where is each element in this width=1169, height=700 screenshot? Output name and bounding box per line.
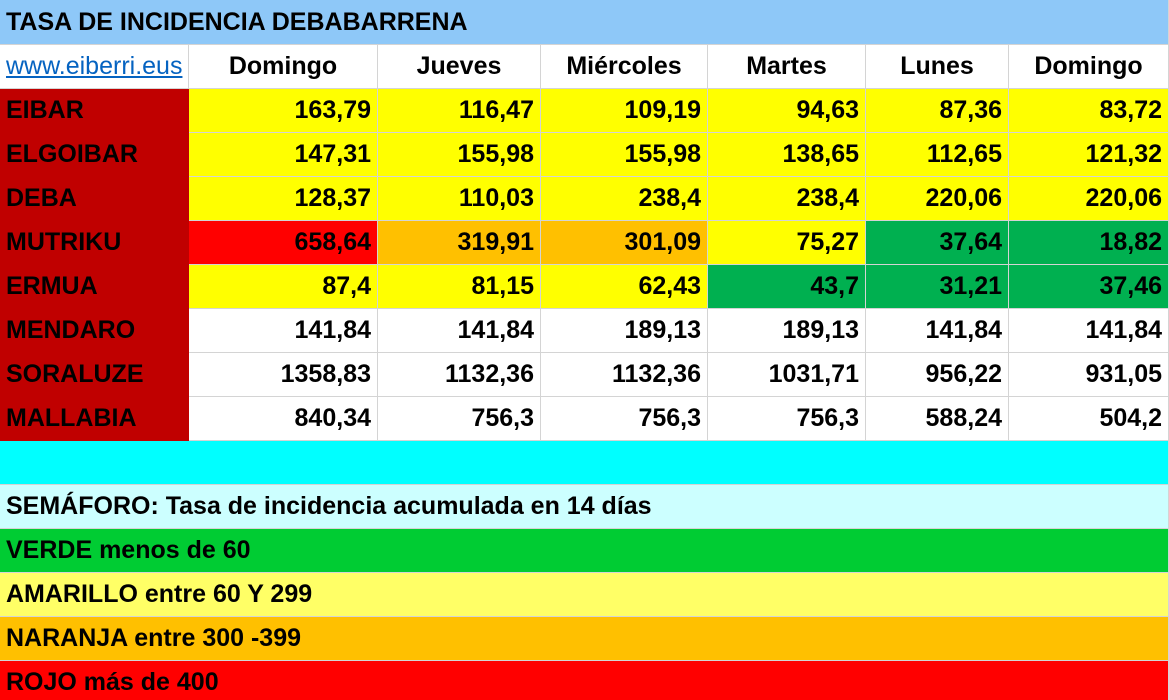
cell-value: 87,4 [189,265,378,309]
cell-value: 31,21 [866,265,1009,309]
cell-value: 155,98 [378,133,541,177]
cell-value: 756,3 [541,397,708,441]
cell-value: 141,84 [866,309,1009,353]
cell-value: 18,82 [1009,221,1169,265]
row-name: DEBA [0,177,189,221]
title: TASA DE INCIDENCIA DEBABARRENA [0,0,1169,45]
cell-value: 141,84 [378,309,541,353]
cell-value: 588,24 [866,397,1009,441]
cell-value: 163,79 [189,89,378,133]
column-header: Domingo [1009,45,1169,89]
cell-value: 220,06 [866,177,1009,221]
cell-value: 301,09 [541,221,708,265]
cell-value: 87,36 [866,89,1009,133]
row-name: SORALUZE [0,353,189,397]
legend-row: ROJO más de 400 [0,661,1169,700]
row-name: ELGOIBAR [0,133,189,177]
cell-value: 110,03 [378,177,541,221]
cell-value: 75,27 [708,221,866,265]
legend-row: NARANJA entre 300 -399 [0,617,1169,661]
cell-value: 931,05 [1009,353,1169,397]
cell-value: 238,4 [708,177,866,221]
cell-value: 112,65 [866,133,1009,177]
cell-value: 83,72 [1009,89,1169,133]
cell-value: 504,2 [1009,397,1169,441]
cell-value: 147,31 [189,133,378,177]
column-header: Miércoles [541,45,708,89]
cell-value: 956,22 [866,353,1009,397]
legend-row: AMARILLO entre 60 Y 299 [0,573,1169,617]
cell-value: 43,7 [708,265,866,309]
cell-value: 141,84 [1009,309,1169,353]
cell-value: 1132,36 [378,353,541,397]
cell-value: 109,19 [541,89,708,133]
cell-value: 155,98 [541,133,708,177]
row-name: ERMUA [0,265,189,309]
row-name: MALLABIA [0,397,189,441]
cell-value: 116,47 [378,89,541,133]
cell-value: 189,13 [708,309,866,353]
column-header: Domingo [189,45,378,89]
cell-value: 1358,83 [189,353,378,397]
cell-value: 121,32 [1009,133,1169,177]
cell-value: 138,65 [708,133,866,177]
column-header: Martes [708,45,866,89]
column-header: Jueves [378,45,541,89]
cell-value: 81,15 [378,265,541,309]
link[interactable]: www.eiberri.eus [0,45,189,89]
cell-value: 37,64 [866,221,1009,265]
cell-value: 840,34 [189,397,378,441]
spacer-row [0,441,1169,485]
cell-value: 319,91 [378,221,541,265]
cell-value: 756,3 [708,397,866,441]
cell-value: 1132,36 [541,353,708,397]
legend-row: SEMÁFORO: Tasa de incidencia acumulada e… [0,485,1169,529]
cell-value: 756,3 [378,397,541,441]
cell-value: 658,64 [189,221,378,265]
cell-value: 62,43 [541,265,708,309]
row-name: MUTRIKU [0,221,189,265]
cell-value: 37,46 [1009,265,1169,309]
cell-value: 128,37 [189,177,378,221]
row-name: MENDARO [0,309,189,353]
cell-value: 220,06 [1009,177,1169,221]
legend-row: VERDE menos de 60 [0,529,1169,573]
column-header: Lunes [866,45,1009,89]
cell-value: 238,4 [541,177,708,221]
cell-value: 1031,71 [708,353,866,397]
cell-value: 189,13 [541,309,708,353]
row-name: EIBAR [0,89,189,133]
cell-value: 141,84 [189,309,378,353]
cell-value: 94,63 [708,89,866,133]
